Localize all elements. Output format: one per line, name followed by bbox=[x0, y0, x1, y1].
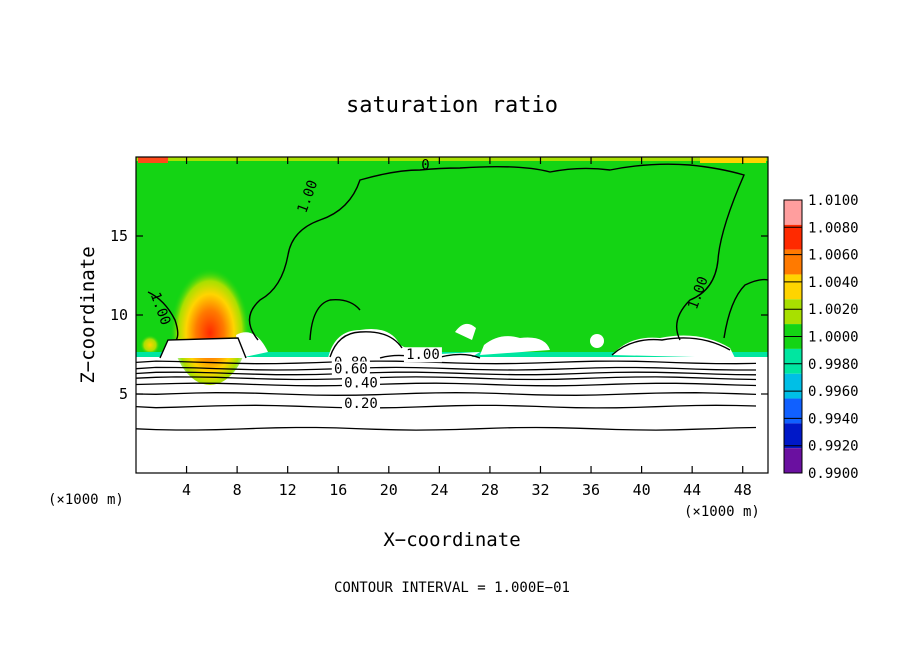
x-tick-label: 32 bbox=[531, 481, 549, 499]
colorbar-swatch bbox=[784, 448, 802, 473]
x-tick-label: 40 bbox=[633, 481, 651, 499]
contour-line-low bbox=[136, 426, 757, 431]
contour-label-bg bbox=[403, 347, 442, 363]
contour-1-00-mid bbox=[309, 299, 361, 341]
contour-label: 1.00 bbox=[406, 347, 440, 363]
x-tick-label: 36 bbox=[582, 481, 600, 499]
cloud-white-7 bbox=[590, 334, 604, 348]
colorbar-label: 1.0100 bbox=[808, 193, 859, 209]
x-tick-label: 20 bbox=[380, 481, 398, 499]
x-axis-label: X−coordinate bbox=[383, 529, 520, 551]
contour-line-low bbox=[136, 392, 757, 396]
cloud-white-6 bbox=[612, 335, 735, 358]
contour-cloud-outline-2 bbox=[329, 331, 403, 358]
colorbar-label: 0.9960 bbox=[808, 384, 859, 400]
contour-label: 0.20 bbox=[344, 396, 378, 412]
y-tick-label: 5 bbox=[119, 385, 128, 403]
chart-title: saturation ratio bbox=[346, 93, 558, 118]
contour-line-low bbox=[136, 360, 757, 365]
colorbar-label: 1.0000 bbox=[808, 330, 859, 346]
colorbar-swatch bbox=[784, 423, 802, 449]
x-unit-right: (×1000 m) bbox=[684, 504, 760, 520]
lower-unsaturated-field bbox=[136, 357, 768, 473]
colorbar-label: 0.9920 bbox=[808, 439, 859, 455]
x-tick-label: 12 bbox=[279, 481, 297, 499]
colorbar-swatch bbox=[784, 224, 802, 250]
y-tick-label: 10 bbox=[110, 306, 128, 324]
contour-1-00-main bbox=[248, 163, 745, 341]
supersaturation-plume-small bbox=[140, 335, 160, 355]
colorbar-label: 1.0040 bbox=[808, 275, 859, 291]
colorbar-swatch bbox=[784, 299, 802, 325]
cloud-white-3 bbox=[328, 329, 480, 358]
x-tick-label: 16 bbox=[329, 481, 347, 499]
x-tick-label: 28 bbox=[481, 481, 499, 499]
contour-label-bg bbox=[331, 361, 370, 377]
x-tick-label: 24 bbox=[430, 481, 448, 499]
y-axis-label: Z−coordinate bbox=[77, 246, 99, 383]
contour-line-low bbox=[136, 371, 757, 376]
footer-contour-interval: CONTOUR INTERVAL = 1.000E−01 bbox=[334, 580, 570, 596]
top-hot-right bbox=[700, 157, 766, 163]
x-tick-label: 44 bbox=[683, 481, 701, 499]
low-contours bbox=[136, 360, 757, 431]
contour-line-low bbox=[136, 404, 757, 409]
colorbar-swatch bbox=[784, 348, 802, 374]
contour-lines bbox=[147, 163, 768, 361]
colorbar-label: 0.9940 bbox=[808, 411, 859, 427]
x-unit-left: (×1000 m) bbox=[48, 492, 124, 508]
contour-line-low bbox=[136, 376, 757, 381]
x-tick-label: 48 bbox=[734, 481, 752, 499]
cloud-white-5 bbox=[480, 336, 550, 355]
y-axis-ticks: 5 10 15 bbox=[110, 227, 768, 403]
colorbar-swatch bbox=[784, 373, 802, 399]
x-tick-label: 8 bbox=[233, 481, 242, 499]
colorbar-label: 1.0080 bbox=[808, 220, 859, 236]
colorbar-swatch bbox=[784, 249, 802, 275]
top-boundary-strip bbox=[136, 157, 768, 161]
contour-label: 0.60 bbox=[334, 361, 368, 377]
colorbar-swatch bbox=[784, 200, 802, 225]
contour-cloud-outline-3 bbox=[611, 337, 731, 356]
contour-line-low bbox=[136, 366, 756, 371]
contour-cloud-outline-1 bbox=[159, 337, 247, 359]
x-tick-label: 4 bbox=[182, 481, 191, 499]
contour-label-bg bbox=[341, 375, 380, 391]
contour-label-bg bbox=[341, 396, 380, 412]
cloud-white-4 bbox=[455, 323, 476, 340]
contour-1-00-left bbox=[147, 291, 179, 341]
colorbar-label: 0.9980 bbox=[808, 357, 859, 373]
plot-field bbox=[136, 157, 768, 473]
contour-label: 0 bbox=[421, 158, 429, 174]
supersaturation-plume bbox=[170, 255, 250, 385]
top-hot-left bbox=[138, 157, 168, 163]
contour-1-00-right bbox=[723, 278, 768, 339]
contour-label: 0.40 bbox=[344, 376, 378, 392]
cloud-white-1 bbox=[160, 338, 246, 358]
y-tick-label: 15 bbox=[110, 227, 128, 245]
colorbar-label: 1.0060 bbox=[808, 248, 859, 264]
colorbar-swatch bbox=[784, 398, 802, 424]
colorbar-swatch bbox=[784, 274, 802, 300]
contour-line-low bbox=[136, 382, 757, 387]
colorbar-label: 1.0020 bbox=[808, 302, 859, 318]
colorbar-label: 0.9900 bbox=[808, 466, 859, 482]
colorbar: 1.0100 1.0080 1.0060 1.0040 1.0020 1.0000 0.99… bbox=[783, 193, 859, 482]
x-axis-ticks: 4 8 12 16 20 24 28 32 36 40 44 48 bbox=[182, 157, 752, 499]
